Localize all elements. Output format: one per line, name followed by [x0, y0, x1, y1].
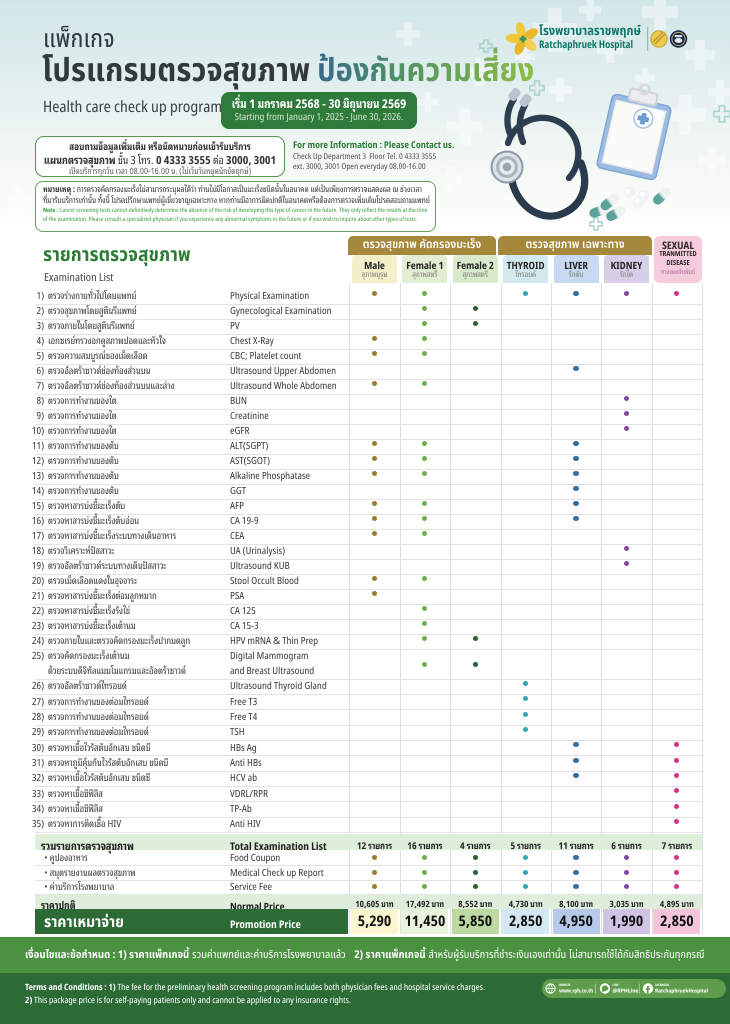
svg-text:@RPHLine: @RPHLine	[613, 986, 639, 995]
svg-text:WEBSITE: WEBSITE	[559, 983, 571, 988]
svg-text:FACEBOOK: FACEBOOK	[655, 983, 669, 988]
svg-text:LINE: LINE	[613, 983, 620, 988]
svg-text:www.rph.co.th: www.rph.co.th	[559, 986, 593, 995]
svg-text:โรงพยาบาลราชพฤกษ์: โรงพยาบาลราชพฤกษ์	[539, 21, 641, 41]
svg-text:RatchaphruekHospital: RatchaphruekHospital	[655, 986, 709, 995]
svg-text:Ratchaphruek Hospital: Ratchaphruek Hospital	[539, 35, 633, 52]
